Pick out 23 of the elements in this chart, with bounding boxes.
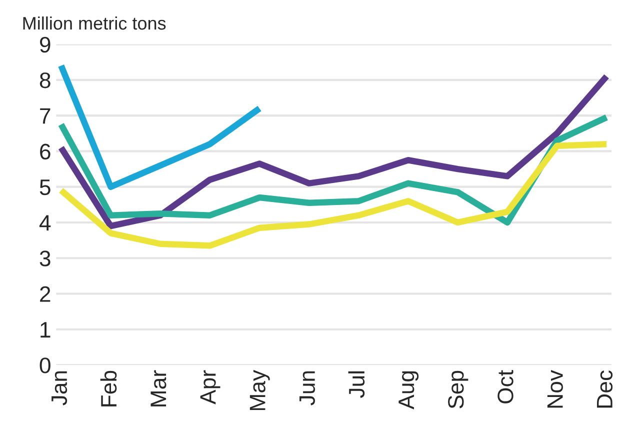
x-tick-label: Apr xyxy=(200,370,220,404)
y-tick-label: 9 xyxy=(40,36,50,53)
x-tick-label: Feb xyxy=(100,370,117,406)
y-tick-label: 7 xyxy=(40,108,50,124)
y-tick-label: 5 xyxy=(40,180,50,196)
y-tick-label: 0 xyxy=(40,358,50,374)
y-tick-label: 2 xyxy=(40,286,50,302)
x-tick-label: Oct xyxy=(498,370,514,404)
x-tick-label: Jul xyxy=(348,371,365,398)
y-tick-label: 1 xyxy=(40,322,50,338)
y-tick-label: 3 xyxy=(40,250,50,266)
x-tick-label: Jun xyxy=(300,371,316,406)
y-tick-label: 8 xyxy=(40,72,50,88)
y-tick-label: 6 xyxy=(40,144,50,160)
y-axis-title: Million metric tons xyxy=(23,16,166,30)
x-tick-label: Dec xyxy=(597,370,613,408)
x-tick-label: Mar xyxy=(150,370,166,406)
y-tick-label: 4 xyxy=(39,215,51,231)
x-tick-label: Nov xyxy=(547,370,563,408)
x-tick-label: Aug xyxy=(398,371,419,410)
x-tick-label: Sep xyxy=(448,370,468,408)
x-tick-label: May xyxy=(250,370,270,410)
x-tick-label: Jan xyxy=(52,371,68,406)
